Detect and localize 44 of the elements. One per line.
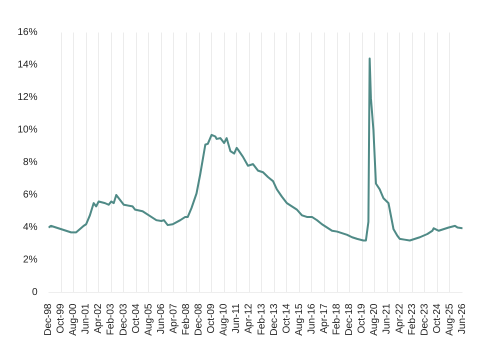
x-tick-label: Dec-18 <box>344 303 356 336</box>
x-tick-label: Feb-08 <box>181 303 192 336</box>
x-tick-label: Apr-22 <box>394 303 406 334</box>
x-tick-label: Jun-01 <box>80 303 92 334</box>
y-tick-label: 14% <box>17 60 38 70</box>
y-tick-label: 12% <box>17 92 38 103</box>
y-tick-label: 10% <box>17 124 38 136</box>
x-tick-label: Oct-04 <box>130 303 142 334</box>
x-tick-label: Feb-23 <box>406 303 418 336</box>
x-tick-label: Aug-15 <box>294 303 305 336</box>
x-tick-label: Dec-08 <box>194 303 205 336</box>
x-tick-label: Feb-03 <box>106 303 117 336</box>
x-tick-label: Apr-07 <box>168 303 180 334</box>
x-tick-label: Aug-00 <box>68 303 80 336</box>
y-tick-label: 8% <box>23 157 38 168</box>
line-series <box>48 58 462 242</box>
x-tick-label: Oct-99 <box>56 303 67 334</box>
x-tick-label: Aug-25 <box>444 303 456 336</box>
x-tick-label: Feb-18 <box>332 303 343 336</box>
y-tick-label: 2% <box>23 254 38 266</box>
x-tick-label: Aug-10 <box>218 303 230 336</box>
x-tick-label: Jun-16 <box>306 303 318 334</box>
x-tick-label: Feb-13 <box>256 303 268 336</box>
y-tick-label: 16% <box>17 27 38 38</box>
x-tick-label: Jun-11 <box>231 303 242 334</box>
x-tick-label: Jun-06 <box>156 303 167 334</box>
x-tick-label: Dec-03 <box>118 303 130 336</box>
x-tick-label: Dec-13 <box>268 303 280 336</box>
x-tick-label: Apr-12 <box>244 303 255 334</box>
x-tick-label: Apr-02 <box>93 303 104 334</box>
y-tick-label: 0 <box>32 287 38 298</box>
x-tick-label: Apr-17 <box>319 303 330 334</box>
x-tick-label: Dec-98 <box>43 303 54 336</box>
x-tick-label: Oct-14 <box>281 303 292 334</box>
x-tick-label: Jun-21 <box>382 303 393 334</box>
x-tick-label: Dec-23 <box>419 303 430 336</box>
y-tick-label: 4% <box>23 222 38 233</box>
x-tick-label: Oct-09 <box>206 303 218 334</box>
x-tick-label: Oct-19 <box>356 303 368 334</box>
y-tick-label: 6% <box>23 190 38 200</box>
x-tick-label: Oct-24 <box>432 303 443 334</box>
x-tick-label: Jun-26 <box>457 303 468 334</box>
x-tick-label: Aug-20 <box>369 303 380 336</box>
x-tick-label: Aug-05 <box>143 303 154 336</box>
